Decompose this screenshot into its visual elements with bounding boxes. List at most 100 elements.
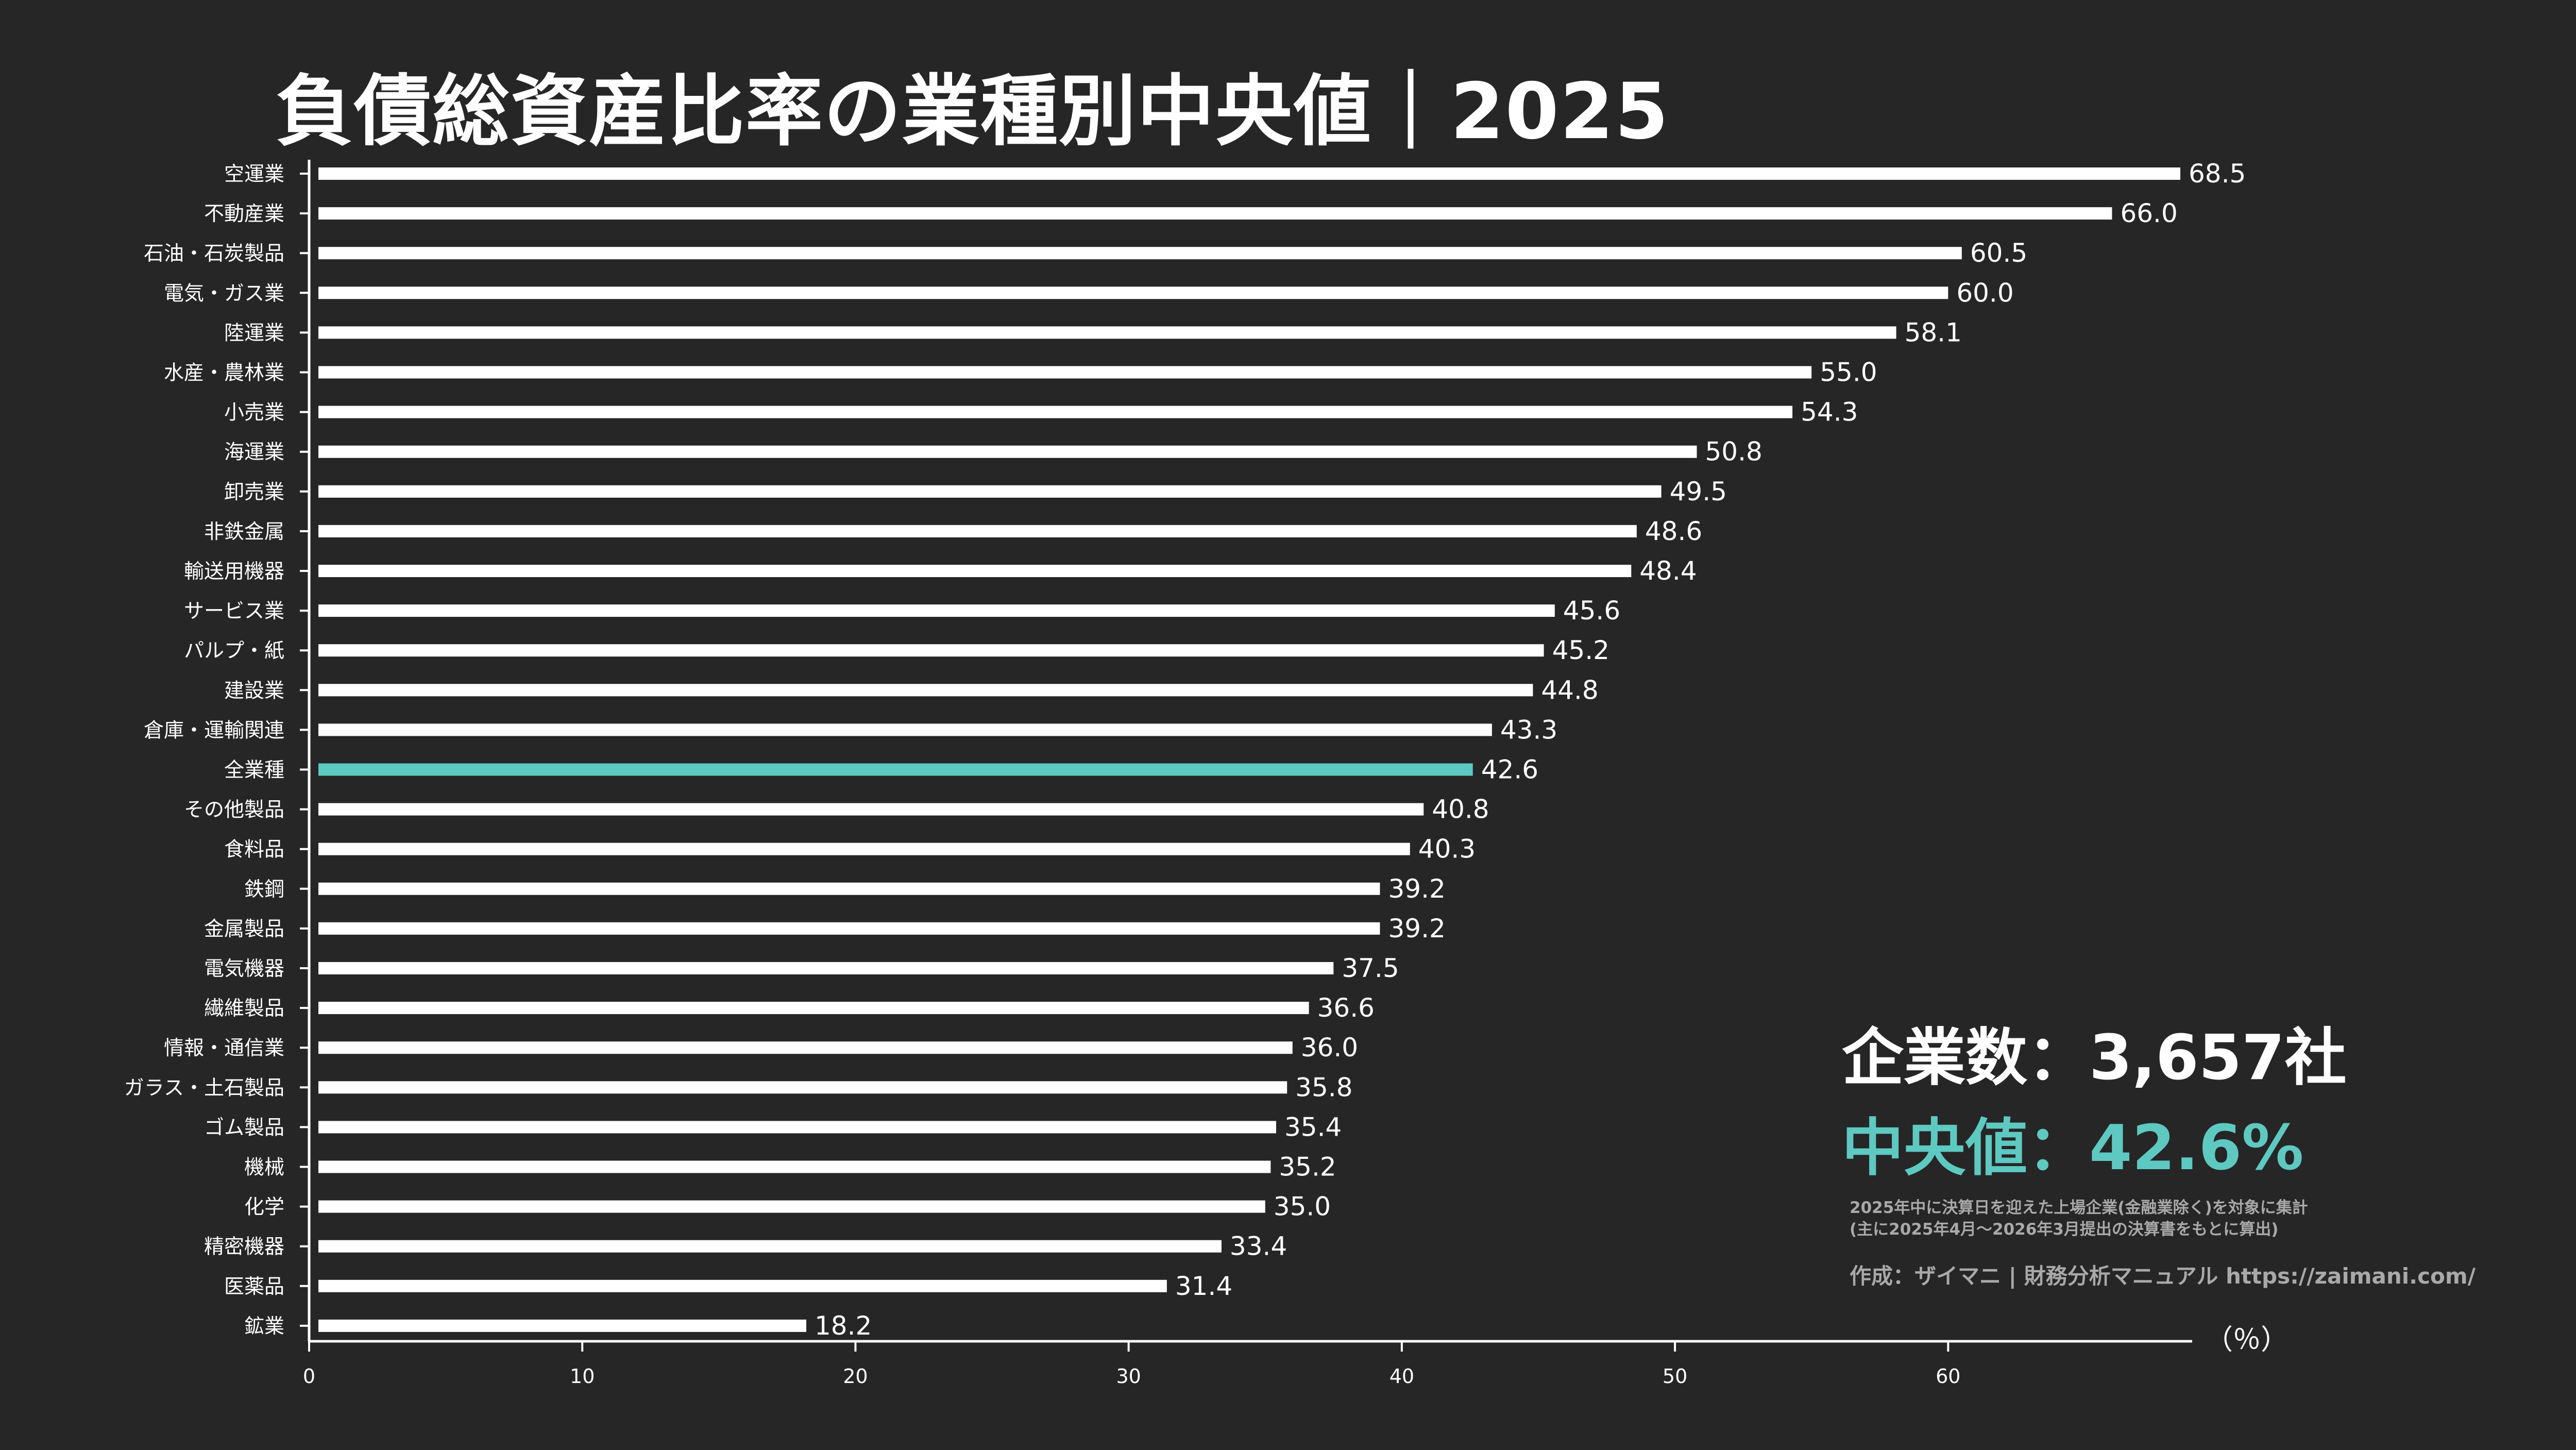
category-label: 食料品: [224, 838, 284, 862]
data-label: 60.0: [1956, 278, 2013, 308]
data-label: 36.0: [1301, 1033, 1358, 1063]
note-basis: (主に2025年4月〜2026年3月提出の決算書をもとに算出): [1850, 1220, 2279, 1239]
category-label: 建設業: [224, 679, 284, 702]
bar: [318, 406, 1793, 418]
note-scope: 2025年中に決算日を迎えた上場企業(金融業除く)を対象に集計: [1850, 1199, 2308, 1217]
bar: [318, 962, 1334, 974]
data-label: 58.1: [1905, 317, 1962, 347]
category-label: ガラス・土石製品: [124, 1076, 284, 1100]
x-axis-unit-label: （％）: [2205, 1323, 2289, 1356]
x-tick-label: 60: [1936, 1365, 1960, 1388]
bar: [318, 922, 1380, 935]
median-stat: 中央値：42.6%: [1842, 1112, 2304, 1184]
category-label: 医薬品: [224, 1275, 284, 1299]
category-label: 全業種: [224, 759, 284, 782]
data-label: 68.5: [2189, 159, 2246, 189]
category-label: その他製品: [184, 799, 284, 822]
category-label: 輸送用機器: [184, 560, 284, 583]
bar: [318, 525, 1637, 537]
bar: [318, 684, 1533, 697]
data-label: 42.6: [1481, 755, 1538, 785]
bar: [318, 485, 1662, 498]
data-label: 44.8: [1541, 675, 1598, 705]
category-label: 機械: [244, 1156, 284, 1179]
data-label: 49.5: [1670, 477, 1727, 507]
credit-line: 作成：ザイマニ | 財務分析マニュアル https://zaimani.com/: [1850, 1263, 2476, 1289]
bar: [318, 1279, 1167, 1292]
bar: [318, 326, 1896, 339]
data-label: 18.2: [815, 1311, 872, 1341]
data-label: 43.3: [1500, 715, 1557, 745]
bar: [318, 803, 1424, 816]
category-label: 陸運業: [224, 322, 284, 345]
bar: [318, 1319, 806, 1332]
data-label: 31.4: [1175, 1271, 1232, 1301]
data-label: 40.3: [1418, 834, 1476, 864]
data-label: 48.4: [1639, 556, 1697, 586]
category-label: サービス業: [184, 600, 284, 623]
data-label: 55.0: [1820, 358, 1877, 387]
data-label: 35.2: [1279, 1152, 1336, 1182]
bar: [318, 882, 1380, 895]
bar: [318, 1041, 1293, 1054]
company-count-stat: 企業数：3,657社: [1842, 1022, 2347, 1094]
category-label: パルプ・紙: [184, 639, 284, 663]
bar: [318, 723, 1492, 736]
category-label: 非鉄金属: [204, 520, 284, 544]
category-label: 繊維製品: [204, 997, 284, 1020]
x-tick-label: 10: [570, 1365, 595, 1388]
data-label: 66.0: [2120, 198, 2177, 228]
category-label: 鉄鋼: [244, 878, 284, 901]
data-label: 37.5: [1342, 953, 1399, 983]
category-label: 空運業: [224, 163, 284, 186]
bar: [318, 565, 1632, 577]
bar: [318, 644, 1544, 657]
bar: [318, 445, 1697, 458]
data-label: 33.4: [1230, 1232, 1287, 1261]
bar: [318, 286, 1948, 299]
category-label: 精密機器: [204, 1236, 284, 1259]
category-label: 卸売業: [224, 481, 284, 504]
category-label: 小売業: [224, 401, 284, 425]
bar: [318, 247, 1962, 260]
data-label: 50.8: [1705, 437, 1762, 467]
category-label: 電気・ガス業: [164, 282, 284, 305]
bar: [318, 1160, 1271, 1173]
bar: [318, 1081, 1287, 1094]
category-label: 不動産業: [204, 203, 284, 226]
category-label: 海運業: [224, 441, 284, 464]
data-label: 60.5: [1970, 238, 2027, 268]
bar: [318, 207, 2112, 220]
bar: [318, 167, 2180, 180]
bar: [318, 763, 1473, 776]
data-label: 54.3: [1801, 397, 1858, 427]
bar: [318, 842, 1410, 855]
bar: [318, 1002, 1309, 1015]
x-tick-label: 40: [1389, 1365, 1414, 1388]
category-label: 金属製品: [204, 918, 284, 941]
data-label: 36.6: [1317, 993, 1375, 1023]
category-label: 石油・石炭製品: [144, 242, 284, 265]
category-label: 鉱業: [244, 1315, 284, 1338]
x-tick-label: 0: [303, 1365, 315, 1388]
data-label: 45.2: [1552, 635, 1609, 665]
category-label: 倉庫・運輸関連: [144, 719, 284, 742]
data-label: 40.8: [1432, 795, 1489, 824]
data-label: 39.2: [1388, 914, 1445, 943]
data-label: 45.6: [1563, 596, 1620, 626]
x-tick-label: 30: [1116, 1365, 1141, 1388]
data-label: 35.8: [1295, 1072, 1352, 1102]
category-label: 情報・通信業: [164, 1037, 284, 1060]
bar: [318, 1121, 1276, 1134]
x-tick-label: 50: [1663, 1365, 1687, 1388]
data-label: 35.0: [1274, 1192, 1331, 1222]
bar: [318, 1240, 1222, 1253]
data-label: 48.6: [1645, 516, 1702, 546]
category-label: 水産・農林業: [164, 362, 284, 385]
x-tick-label: 20: [843, 1365, 868, 1388]
bar: [318, 366, 1812, 379]
bar: [318, 604, 1555, 617]
chart-title: 負債総資産比率の業種別中央値｜2025: [276, 67, 1670, 157]
category-label: ゴム製品: [204, 1116, 284, 1139]
data-label: 35.4: [1284, 1112, 1342, 1142]
